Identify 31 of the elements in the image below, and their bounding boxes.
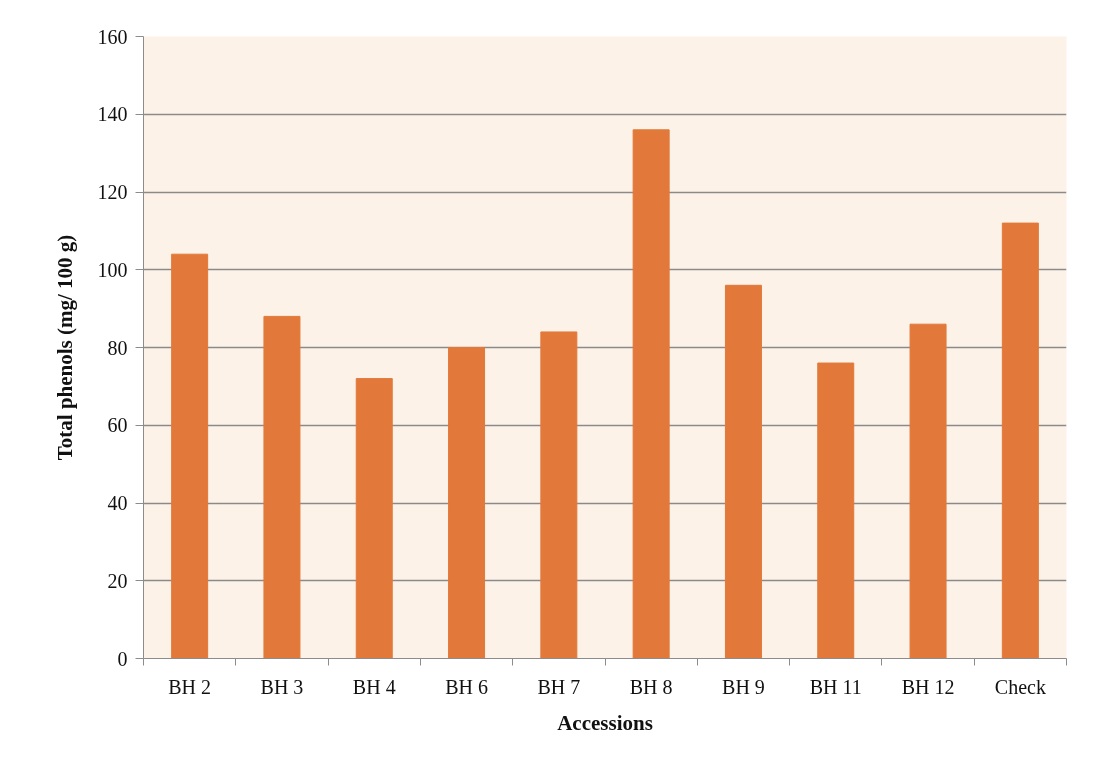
y-tick-label: 140 [97,103,128,126]
y-axis-title: Total phenols (mg/ 100 g) [52,234,77,461]
y-tick-label: 60 [107,414,128,437]
bar [263,315,301,659]
bar [817,362,855,659]
bar [540,331,578,659]
x-tick-label: Check [994,675,1046,698]
x-tick-label: BH 11 [809,675,862,698]
x-tick-label: BH 4 [352,675,396,698]
bar [724,284,762,659]
x-tick-label: BH 7 [537,675,581,698]
x-tick-label: BH 8 [629,675,673,698]
y-tick-label: 100 [97,258,128,281]
x-tick-label: BH 9 [722,675,765,698]
x-tick-label: BH 6 [445,675,488,698]
y-tick-label: 0 [117,647,128,670]
y-tick-label: 80 [107,336,128,359]
bar [1001,222,1039,659]
x-tick-label: BH 2 [168,675,212,698]
x-axis-title: Accessions [557,710,653,735]
bar [355,378,393,659]
bar [909,323,947,659]
y-tick-label: 40 [107,492,128,514]
x-tick-label: BH 12 [901,675,955,698]
bar [171,253,209,659]
y-tick-label: 120 [97,181,128,203]
y-tick-label: 20 [107,569,128,592]
bar [448,347,486,659]
x-tick-label: BH 3 [260,675,304,698]
y-tick-label: 160 [97,25,128,48]
bar [632,129,670,659]
